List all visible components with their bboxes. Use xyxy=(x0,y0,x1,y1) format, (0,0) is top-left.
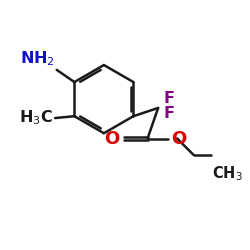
Text: O: O xyxy=(171,130,186,148)
Text: CH$_3$: CH$_3$ xyxy=(212,164,243,182)
Text: F: F xyxy=(163,106,174,120)
Text: NH$_2$: NH$_2$ xyxy=(20,49,55,68)
Text: H$_3$C: H$_3$C xyxy=(20,109,53,128)
Text: F: F xyxy=(163,90,174,106)
Text: O: O xyxy=(104,130,120,148)
